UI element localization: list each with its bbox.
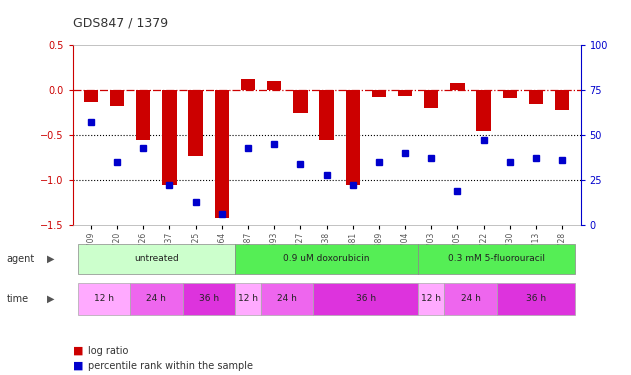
Text: ■: ■	[73, 361, 83, 370]
Text: ▶: ▶	[47, 294, 55, 304]
Bar	[235, 283, 261, 315]
Text: GDS847 / 1379: GDS847 / 1379	[73, 17, 168, 30]
Bar	[110, 90, 124, 106]
Bar	[418, 244, 575, 274]
Text: ■: ■	[73, 346, 83, 355]
Bar	[293, 90, 307, 112]
Text: 24 h: 24 h	[278, 294, 297, 303]
Bar	[398, 90, 412, 96]
Bar	[418, 283, 444, 315]
Bar	[241, 79, 255, 90]
Bar	[529, 90, 543, 104]
Bar	[182, 283, 235, 315]
Bar	[215, 90, 229, 218]
Bar	[84, 90, 98, 102]
Bar	[372, 90, 386, 97]
Text: 0.9 uM doxorubicin: 0.9 uM doxorubicin	[283, 254, 370, 262]
Bar	[476, 90, 491, 130]
Bar	[555, 90, 569, 110]
Bar	[444, 283, 497, 315]
Text: 0.3 mM 5-fluorouracil: 0.3 mM 5-fluorouracil	[448, 254, 545, 262]
Bar	[136, 90, 150, 140]
Bar	[503, 90, 517, 98]
Bar	[130, 283, 182, 315]
Bar	[314, 283, 418, 315]
Bar	[319, 90, 334, 140]
Text: log ratio: log ratio	[88, 346, 129, 355]
Bar	[189, 90, 203, 156]
Bar	[346, 90, 360, 185]
Text: untreated: untreated	[134, 254, 179, 262]
Text: time: time	[6, 294, 28, 304]
Bar	[497, 283, 575, 315]
Text: 36 h: 36 h	[356, 294, 376, 303]
Text: 36 h: 36 h	[199, 294, 219, 303]
Text: 12 h: 12 h	[238, 294, 258, 303]
Text: percentile rank within the sample: percentile rank within the sample	[88, 361, 253, 370]
Bar	[424, 90, 439, 108]
Bar	[235, 244, 418, 274]
Text: 24 h: 24 h	[461, 294, 480, 303]
Text: 12 h: 12 h	[94, 294, 114, 303]
Text: ▶: ▶	[47, 254, 55, 264]
Bar	[78, 244, 235, 274]
Bar	[261, 283, 314, 315]
Bar	[162, 90, 177, 184]
Text: 24 h: 24 h	[146, 294, 167, 303]
Text: 36 h: 36 h	[526, 294, 546, 303]
Bar	[451, 83, 464, 90]
Bar	[267, 81, 281, 90]
Text: agent: agent	[6, 254, 35, 264]
Bar	[78, 283, 130, 315]
Text: 12 h: 12 h	[422, 294, 441, 303]
